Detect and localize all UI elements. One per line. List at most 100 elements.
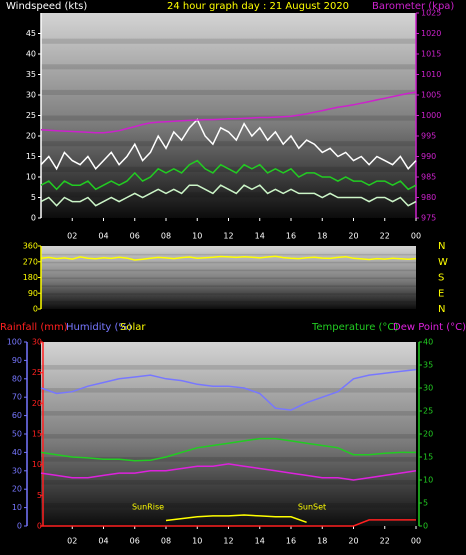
band [41,64,416,70]
y2-tick-label: 1025 [421,9,441,18]
x-tick-label: 02 [67,537,77,546]
band [41,192,416,198]
y2-tick-label: 20 [423,430,433,439]
band [41,261,416,264]
y2-tick-label: 10 [423,476,433,485]
plot-area [41,13,416,218]
series-line [40,118,417,171]
y-tick-label: 0 [31,214,36,223]
y2-tick-label: 40 [423,338,433,347]
y2-tick-label: 995 [421,132,436,141]
y-tick-label: 30 [26,91,36,100]
y2-tick-label: 25 [423,407,433,416]
y2-tick-label: 15 [423,453,433,462]
x-tick-label: 06 [130,232,140,241]
y-tick-label: 40 [26,50,36,59]
y-tick-label: 50 [12,430,22,439]
y2-tick-label: 1010 [421,70,441,79]
x-tick-label: 16 [286,537,296,546]
x-tick-label: 14 [255,232,265,241]
series-line [40,368,417,411]
y2-tick-label: E [438,288,444,299]
x-tick-label: 10 [192,537,202,546]
y2-tick-label: 1020 [421,29,441,38]
band [41,277,416,280]
y2-tick-label: N [438,241,445,252]
series-line [40,159,417,191]
y-tick-label: 360 [23,242,38,251]
y-tick-label: 100 [7,338,22,347]
x-tick-label: 18 [317,232,327,241]
y-tick-label: 0 [17,522,22,531]
y2-tick-label: 985 [421,173,436,182]
y2-tick-label: 990 [421,152,436,161]
y-tick-label: 270 [23,257,38,266]
y2-tick-label: 975 [421,214,436,223]
x-tick-label: 00 [411,537,421,546]
x-tick-label: 00 [411,232,421,241]
y-tick-label: 5 [31,193,36,202]
y2-tick-label: 980 [421,193,436,202]
y-tick-label: 0 [33,305,38,314]
legend-entry: Rainfall (mm) [0,322,68,333]
series-line [40,91,417,134]
y2-tick-label: 1015 [421,50,441,59]
y2-tick-label: N [438,304,445,315]
y-tick-label: 25 [26,111,36,120]
y-tick-label: 90 [12,356,22,365]
x-tick-label: 04 [98,232,108,241]
band [41,38,416,44]
y2-tick-label: 35 [423,361,433,370]
y-tick-label: 30 [12,466,22,475]
x-tick-label: 08 [161,232,171,241]
y-tick-label: 90 [28,289,38,298]
y2-tick-label: 0 [423,522,428,531]
y2-tick-label: S [438,273,444,284]
y3-tick-label: 20 [32,399,42,408]
y2-tick-label: 1000 [421,111,441,120]
y3-tick-label: 0 [37,522,42,531]
legend-entry: Solar [120,322,146,333]
series-line [41,519,416,527]
x-tick-label: 22 [380,232,390,241]
y-tick-label: 180 [23,273,38,282]
series-line [165,514,307,524]
x-tick-label: 18 [317,537,327,546]
x-tick-label: 02 [67,232,77,241]
band [41,388,416,393]
y-tick-label: 10 [26,173,36,182]
series-line [40,437,416,462]
band [41,365,416,370]
band [41,285,416,287]
x-tick-label: 22 [380,537,390,546]
band [41,480,416,485]
y3-tick-label: 30 [32,338,42,347]
band [41,411,416,416]
series-line [40,255,417,261]
band [41,269,416,272]
y2-axis-label: Barometer (kpa) [372,1,454,12]
legend-entry: Humidity (%) [66,322,132,333]
y-tick-label: 45 [26,29,36,38]
x-tick-label: 20 [348,232,358,241]
y-tick-label: 80 [12,374,22,383]
y3-tick-label: 25 [32,368,42,377]
y2-tick-label: 1005 [421,91,441,100]
series-line [40,184,417,207]
annotation: SunSet [298,503,326,512]
y2-tick-label: W [438,257,448,268]
plot-area [41,342,416,526]
x-tick-label: 20 [348,537,358,546]
x-tick-label: 04 [98,537,108,546]
band [41,503,416,508]
band [41,434,416,439]
x-tick-label: 14 [255,537,265,546]
band [41,253,416,256]
y-tick-label: 20 [12,485,22,494]
y3-tick-label: 5 [37,491,42,500]
y-tick-label: 70 [12,393,22,402]
series-line [40,463,417,481]
band [41,457,416,462]
chart-title: 24 hour graph day : 21 August 2020 [167,1,349,12]
